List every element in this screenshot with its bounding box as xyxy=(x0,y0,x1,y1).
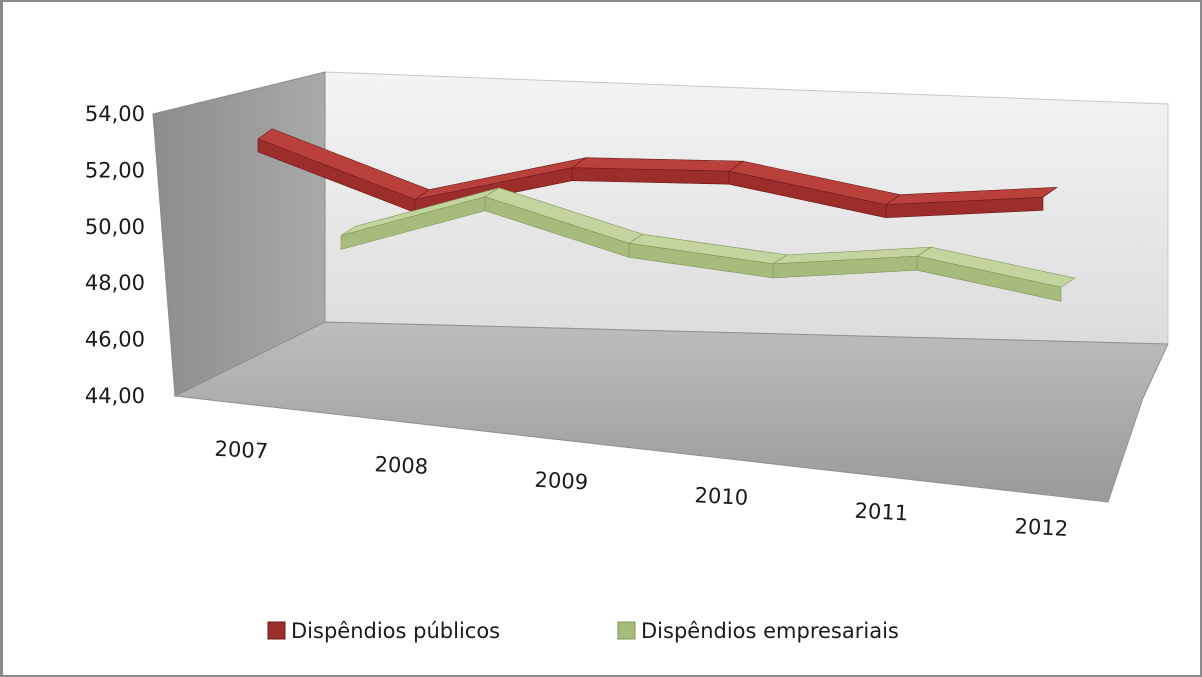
y-tick-label: 50,00 xyxy=(85,215,145,239)
floor xyxy=(173,321,1169,503)
y-tick-label: 48,00 xyxy=(85,271,145,295)
series-dispendios-empresariais xyxy=(340,187,1076,302)
y-axis-ticks: 44,00 46,00 48,00 50,00 52,00 54,00 xyxy=(85,102,145,408)
x-axis-ticks: 2007 2008 2009 2010 2011 2012 xyxy=(214,437,1069,541)
series-layer xyxy=(257,128,1076,302)
x-tick-label: 2007 xyxy=(214,437,269,464)
legend-swatch xyxy=(267,621,286,640)
y-tick-label: 46,00 xyxy=(85,328,145,352)
y-tick-label: 52,00 xyxy=(85,158,145,182)
ribbon-front-segment xyxy=(885,196,1044,219)
x-tick-label: 2009 xyxy=(534,468,589,495)
ribbon-front-segment xyxy=(916,255,1062,302)
legend: Dispêndios públicos Dispêndios empresaria… xyxy=(267,619,899,643)
legend-label: Dispêndios empresariais xyxy=(641,619,899,643)
y-tick-label: 44,00 xyxy=(85,384,145,408)
y-tick-label: 54,00 xyxy=(85,102,145,126)
x-tick-label: 2008 xyxy=(374,452,429,479)
x-tick-label: 2010 xyxy=(694,483,749,510)
legend-label: Dispêndios públicos xyxy=(291,619,500,643)
x-tick-label: 2012 xyxy=(1014,514,1069,541)
x-tick-label: 2011 xyxy=(854,499,909,526)
legend-swatch xyxy=(617,621,636,640)
